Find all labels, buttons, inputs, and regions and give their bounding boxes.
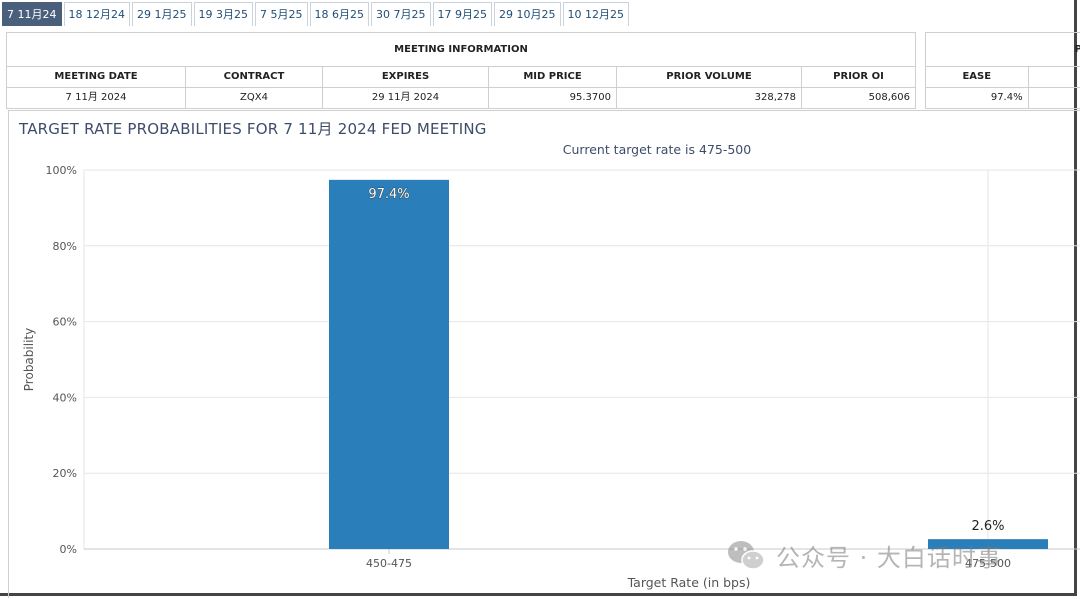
tab-meeting-5[interactable]: 18 6月25	[309, 2, 369, 26]
header-prior-volume: PRIOR VOLUME	[617, 67, 802, 87]
tab-meeting-6[interactable]: 30 7月25	[371, 2, 431, 26]
header-meeting-date: MEETING DATE	[7, 67, 186, 87]
tab-meeting-2[interactable]: 29 1月25	[132, 2, 192, 26]
probabilities-title-text: P	[1074, 44, 1080, 55]
tab-meeting-7[interactable]: 17 9月25	[432, 2, 492, 26]
y-tick-label: 80%	[53, 240, 77, 253]
chart-panel: TARGET RATE PROBABILITIES FOR 7 11月 2024…	[8, 110, 1080, 598]
value-prior-oi: 508,606	[868, 92, 910, 103]
bar-450-475	[329, 179, 449, 549]
value-prior-volume: 328,278	[617, 88, 802, 108]
chart-title: TARGET RATE PROBABILITIES FOR 7 11月 2024…	[19, 120, 487, 138]
value-mid-price: 95.3700	[489, 88, 617, 108]
meeting-information-value-row: 7 11月 2024 ZQX4 29 11月 2024 95.3700 328,…	[7, 88, 915, 108]
watermark-text: 公众号 · 大白话时事	[776, 544, 1002, 572]
tab-meeting-1[interactable]: 18 12月24	[63, 2, 130, 26]
meeting-information-table: MEETING INFORMATION MEETING DATE CONTRAC…	[6, 32, 916, 109]
value-meeting-date: 7 11月 2024	[7, 88, 186, 108]
data-label-450-475: 97.4%	[368, 187, 409, 202]
probabilities-title: P	[926, 33, 1080, 67]
y-axis-title: Probability	[22, 328, 36, 391]
x-tick-label: 450-475	[366, 557, 412, 570]
bar-475-500	[928, 539, 1048, 549]
y-tick-label: 20%	[53, 467, 77, 480]
header-prior-oi: PRIOR OI	[833, 71, 884, 82]
value-contract: ZQX4	[186, 88, 323, 108]
probabilities-table: P EASE 97.4%	[925, 32, 1080, 109]
y-tick-label: 100%	[46, 164, 77, 177]
tab-meeting-9[interactable]: 10 12月25	[562, 2, 629, 26]
probabilities-header-row: EASE	[926, 67, 1080, 88]
wechat-icon	[728, 540, 765, 570]
x-tick-label: 475-500	[965, 557, 1011, 570]
header-expires: EXPIRES	[323, 67, 489, 87]
tab-meeting-8[interactable]: 29 10月25	[494, 2, 561, 26]
header-contract: CONTRACT	[186, 67, 323, 87]
y-tick-label: 60%	[53, 316, 77, 329]
probabilities-value-row: 97.4%	[926, 88, 1080, 108]
value-expires: 29 11月 2024	[323, 88, 489, 108]
data-label-475-500: 2.6%	[971, 519, 1004, 534]
tab-meeting-0[interactable]: 7 11月24	[2, 2, 62, 26]
meeting-information-header-row: MEETING DATE CONTRACT EXPIRES MID PRICE …	[7, 67, 915, 88]
meeting-date-tabs: 7 11月24 18 12月24 29 1月25 19 3月25 7 5月25 18 6月…	[2, 2, 631, 27]
watermark: 公众号 · 大白话时事	[726, 538, 1002, 573]
header-mid-price: MID PRICE	[489, 67, 617, 87]
x-axis-title: Target Rate (in bps)	[627, 575, 751, 590]
value-ease: 97.4%	[926, 88, 1029, 108]
y-tick-label: 0%	[60, 543, 77, 556]
meeting-information-title: MEETING INFORMATION	[7, 33, 915, 67]
header-ease: EASE	[926, 67, 1029, 87]
tab-meeting-3[interactable]: 19 3月25	[193, 2, 253, 26]
y-tick-label: 40%	[53, 391, 77, 404]
chart-subtitle: Current target rate is 475-500	[562, 142, 752, 157]
tab-meeting-4[interactable]: 7 5月25	[255, 2, 308, 26]
